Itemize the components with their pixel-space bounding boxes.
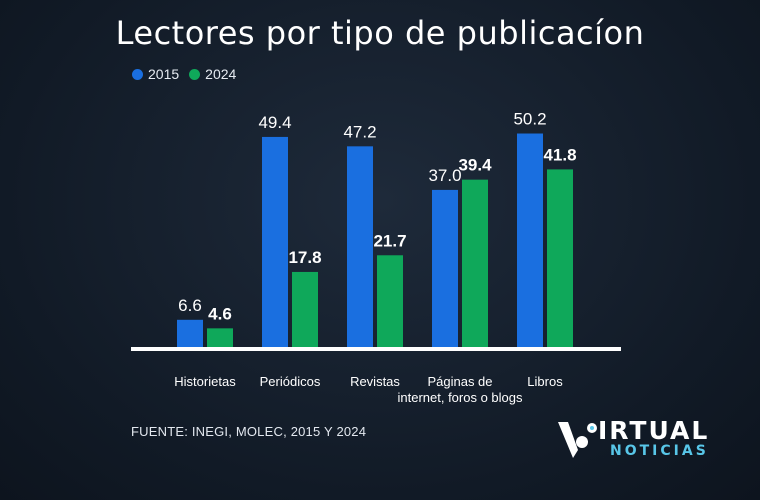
- data-label-2024-4: 41.8: [543, 145, 576, 164]
- category-label-4: Libros: [527, 374, 563, 389]
- chart-title: Lectores por tipo de publicacíon: [115, 14, 645, 52]
- source-note: FUENTE: INEGI, MOLEC, 2015 Y 2024: [131, 424, 367, 439]
- bar-2015-2: [347, 146, 373, 348]
- bar-2015-0: [177, 319, 203, 348]
- legend-label-2015: 2015: [148, 66, 180, 82]
- logo-text-noticias: NOTICIAS: [610, 443, 709, 459]
- legend-label-2024: 2024: [205, 66, 237, 82]
- data-label-2015-4: 50.2: [513, 110, 546, 129]
- bar-2015-1: [262, 136, 288, 348]
- logo-v-icon: [558, 422, 597, 458]
- category-label-3-line-1: internet, foros o blogs: [397, 390, 523, 405]
- category-label-2: Revistas: [350, 374, 400, 389]
- bar-2024-3: [462, 179, 488, 348]
- data-label-2015-0: 6.6: [178, 296, 202, 315]
- legend-swatch-2024: [189, 68, 201, 80]
- legend-item-2024: 2024: [189, 66, 236, 82]
- data-label-2024-3: 39.4: [458, 156, 492, 175]
- data-label-2015-3: 37.0: [428, 166, 461, 185]
- bar-2024-0: [207, 328, 233, 348]
- bar-2024-2: [377, 255, 403, 348]
- chart-legend: 2015 2024: [132, 66, 246, 82]
- category-label-3-line-0: Páginas de: [427, 374, 492, 389]
- logo-text-virtual: IRTUAL: [598, 416, 710, 445]
- data-label-2015-1: 49.4: [258, 113, 291, 132]
- bar-2024-4: [547, 169, 573, 348]
- category-label-1: Periódicos: [260, 374, 321, 389]
- x-axis-baseline: [131, 347, 621, 351]
- bar-2024-1: [292, 271, 318, 348]
- data-label-2024-2: 21.7: [373, 231, 406, 250]
- category-label-0: Historietas: [174, 374, 236, 389]
- legend-item-2015: 2015: [132, 66, 179, 82]
- bar-2015-3: [432, 189, 458, 348]
- virtual-noticias-logo: IRTUAL NOTICIAS: [556, 416, 716, 464]
- bar-2015-4: [517, 133, 543, 348]
- data-label-2024-1: 17.8: [288, 248, 321, 267]
- data-label-2024-0: 4.6: [208, 304, 232, 323]
- data-label-2015-2: 47.2: [343, 122, 376, 141]
- legend-swatch-2015: [132, 68, 143, 80]
